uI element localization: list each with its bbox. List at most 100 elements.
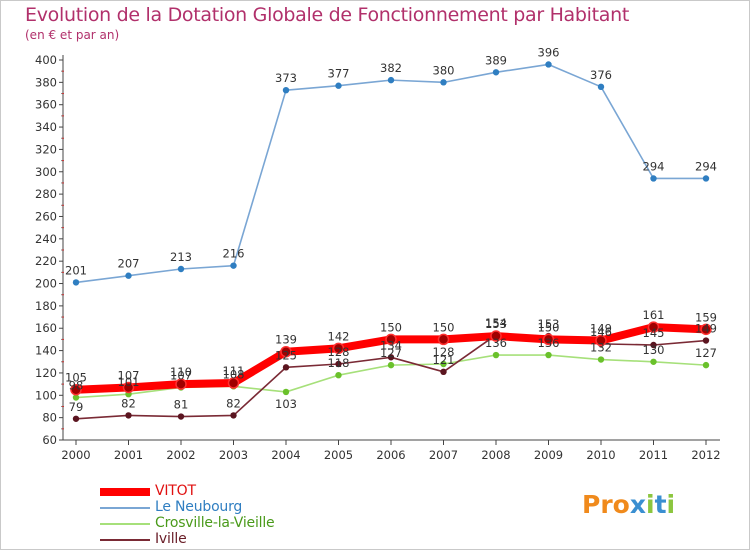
x-tick-label: 2003	[219, 448, 248, 462]
logo-letter: i	[646, 490, 655, 519]
data-point	[440, 360, 447, 368]
data-label: 136	[485, 336, 507, 350]
data-label: 128	[328, 345, 350, 359]
y-tick-label: 80	[42, 411, 57, 425]
x-tick-label: 2000	[61, 448, 90, 462]
data-label: 380	[433, 63, 455, 77]
y-tick-label: 180	[35, 299, 57, 313]
data-point	[72, 415, 80, 422]
data-label: 213	[170, 250, 192, 264]
data-point	[542, 333, 555, 346]
data-label: 108	[223, 367, 245, 381]
data-label: 389	[485, 53, 507, 67]
x-tick-label: 2006	[376, 448, 405, 462]
x-tick-label: 2001	[114, 448, 143, 462]
data-label: 150	[380, 320, 402, 334]
data-label: 81	[174, 398, 189, 412]
legend-swatch	[100, 488, 150, 496]
x-tick-label: 2004	[271, 448, 300, 462]
data-point	[72, 394, 80, 401]
data-label: 146	[590, 325, 612, 339]
y-tick-label: 140	[35, 344, 57, 358]
data-label: 103	[275, 397, 297, 411]
y-tick-label: 300	[35, 165, 57, 179]
data-label: 294	[695, 159, 717, 173]
x-tick-label: 2007	[429, 448, 458, 462]
data-point	[177, 413, 185, 420]
data-point	[335, 82, 342, 89]
data-point	[72, 279, 80, 286]
legend-swatch	[100, 523, 150, 525]
y-tick-label: 380	[35, 75, 57, 89]
data-point	[227, 377, 240, 389]
y-tick-label: 160	[35, 321, 57, 335]
data-point	[650, 175, 657, 182]
data-point	[335, 371, 342, 379]
data-label: 373	[275, 71, 297, 85]
data-point	[545, 61, 552, 68]
data-point	[282, 86, 290, 94]
data-point	[492, 69, 500, 76]
data-point	[387, 76, 395, 84]
data-label: 125	[275, 348, 297, 362]
data-point	[595, 334, 607, 347]
data-label: 127	[380, 346, 402, 360]
data-label: 130	[643, 343, 665, 357]
x-tick-label: 2009	[534, 448, 563, 462]
data-label: 128	[433, 345, 455, 359]
data-label: 376	[590, 68, 612, 82]
x-tick-label: 2005	[324, 448, 353, 462]
data-label: 79	[69, 400, 84, 414]
data-label: 98	[69, 379, 84, 393]
y-tick-label: 220	[35, 254, 57, 268]
logo-letter: o	[612, 490, 630, 519]
data-point	[70, 383, 82, 396]
data-point	[177, 265, 185, 273]
data-label: 161	[643, 308, 665, 322]
logo-letter: x	[629, 490, 646, 519]
data-label: 149	[590, 322, 612, 336]
x-tick-label: 2002	[166, 448, 195, 462]
legend-swatch	[100, 507, 150, 509]
data-point	[545, 351, 552, 359]
data-label: 377	[328, 67, 350, 81]
y-tick-label: 360	[35, 98, 57, 112]
chart-subtitle: (en € et par an)	[25, 28, 120, 42]
data-point	[282, 388, 290, 396]
data-label: 127	[695, 346, 717, 360]
y-tick-label: 240	[35, 232, 57, 246]
y-tick-label: 60	[42, 433, 57, 447]
data-point	[387, 361, 395, 369]
data-label: 150	[538, 320, 560, 334]
data-label: 105	[65, 371, 87, 385]
y-tick-label: 120	[35, 366, 57, 380]
data-point	[440, 79, 447, 86]
data-point	[122, 381, 135, 394]
data-point	[125, 272, 132, 279]
data-point	[597, 83, 605, 91]
data-point	[125, 412, 132, 419]
data-label: 111	[223, 364, 245, 378]
data-point	[385, 333, 397, 346]
data-label: 201	[65, 263, 87, 277]
y-tick-label: 340	[35, 120, 57, 134]
data-point	[597, 356, 605, 363]
logo-letter: r	[600, 490, 613, 519]
logo-letter: P	[582, 490, 601, 519]
data-point	[387, 354, 395, 361]
data-point	[437, 333, 450, 346]
y-tick-label: 200	[35, 277, 57, 291]
x-tick-label: 2011	[639, 448, 668, 462]
data-label: 139	[275, 333, 297, 347]
legend-label: Crosville-la-Vieille	[155, 515, 275, 531]
data-label: 136	[538, 336, 560, 350]
data-point	[230, 412, 237, 419]
data-point	[492, 351, 500, 359]
y-tick-label: 400	[35, 53, 57, 67]
data-point	[702, 337, 710, 344]
y-tick-label: 320	[35, 142, 57, 156]
x-tick-label: 2012	[691, 448, 720, 462]
logo-letter: t	[654, 490, 667, 519]
